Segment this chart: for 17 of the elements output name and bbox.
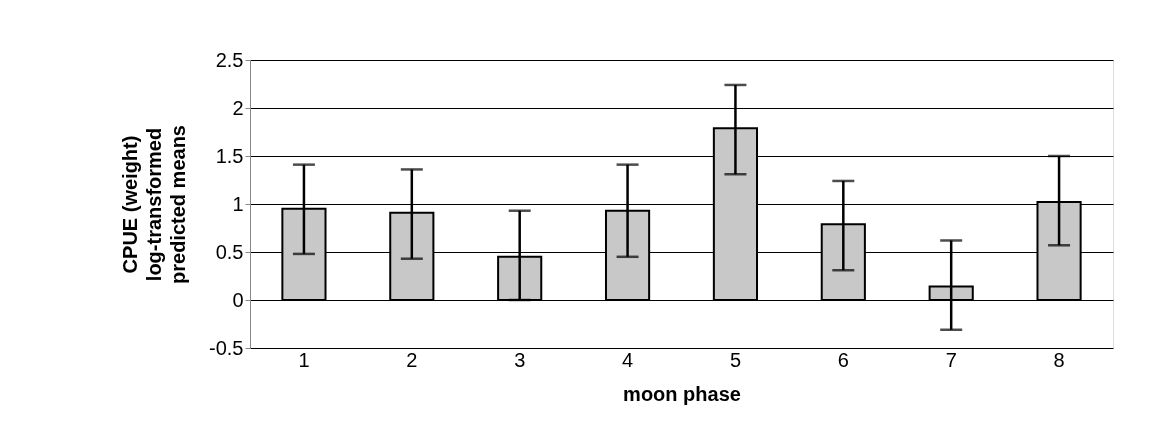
- y-axis-title: CPUE (weight) log-transformed predicted means: [119, 125, 190, 284]
- x-tick-label: 5: [729, 348, 741, 371]
- y-tick-label: 2.5: [215, 48, 244, 71]
- y-tick-label: 2: [232, 96, 244, 119]
- x-axis-title: moon phase: [623, 382, 741, 405]
- x-tick-label: 3: [514, 348, 526, 371]
- y-tick-label: 1.5: [215, 144, 244, 167]
- x-tick-label: 7: [945, 348, 957, 371]
- x-tick-label: 4: [622, 348, 634, 371]
- x-tick-label: 1: [298, 348, 310, 371]
- y-tick-label: 0.5: [215, 240, 244, 263]
- y-tick-label: 1: [232, 192, 244, 215]
- y-tick-label: -0.5: [209, 336, 244, 359]
- x-tick-label: 6: [837, 348, 849, 371]
- x-tick-label: 8: [1053, 348, 1065, 371]
- y-tick-label: 0: [232, 288, 244, 311]
- x-tick-label: 2: [406, 348, 418, 371]
